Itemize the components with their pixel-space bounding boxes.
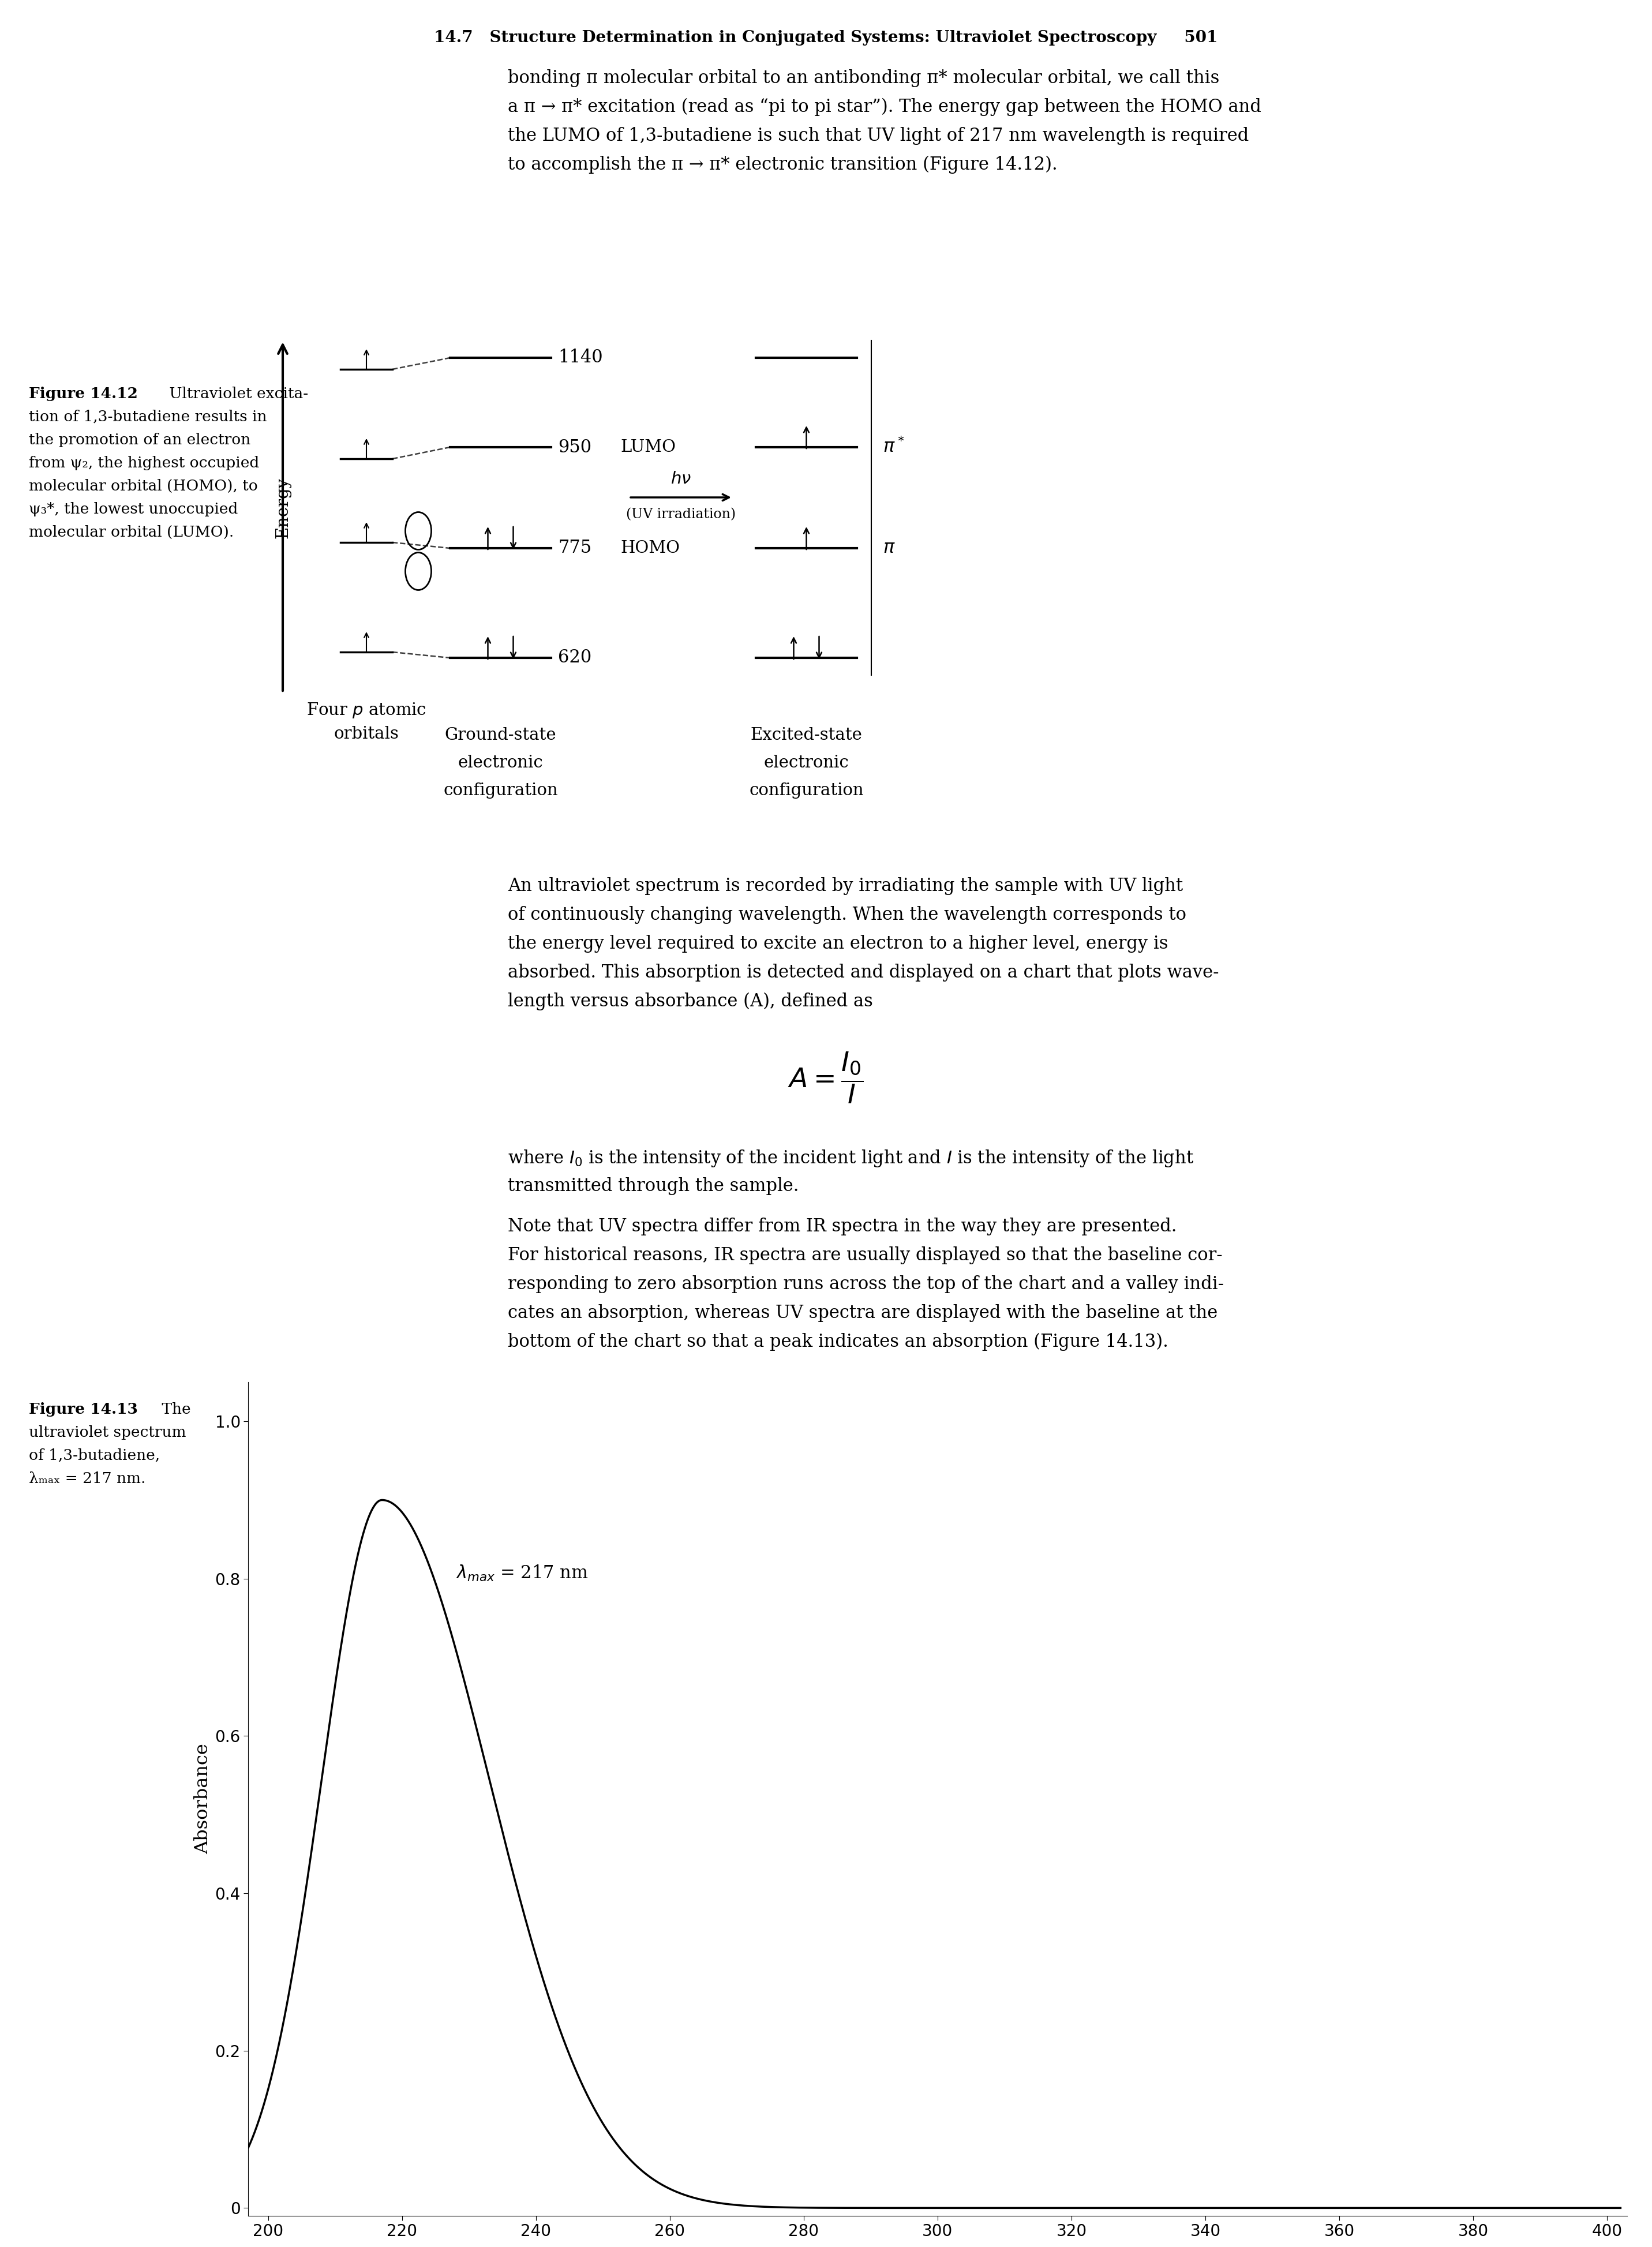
Text: where $I_0$ is the intensity of the incident light and $I$ is the intensity of t: where $I_0$ is the intensity of the inci… [507, 1148, 1194, 1168]
Text: configuration: configuration [443, 782, 558, 798]
Text: transmitted through the sample.: transmitted through the sample. [507, 1177, 800, 1195]
Text: the energy level required to excite an electron to a higher level, energy is: the energy level required to excite an e… [507, 935, 1168, 953]
Text: Figure 14.12: Figure 14.12 [28, 386, 137, 400]
Text: The: The [157, 1402, 190, 1416]
Text: length versus absorbance (A), defined as: length versus absorbance (A), defined as [507, 993, 872, 1011]
Text: the promotion of an electron: the promotion of an electron [28, 434, 251, 447]
Text: 620: 620 [558, 649, 591, 667]
Text: ultraviolet spectrum: ultraviolet spectrum [28, 1425, 187, 1440]
Text: responding to zero absorption runs across the top of the chart and a valley indi: responding to zero absorption runs acros… [507, 1276, 1224, 1294]
Text: (UV irradiation): (UV irradiation) [626, 508, 735, 521]
Text: Energy: Energy [274, 476, 291, 539]
Text: $A = \dfrac{I_0}{I}$: $A = \dfrac{I_0}{I}$ [788, 1049, 864, 1106]
Text: electronic: electronic [763, 755, 849, 771]
Text: of continuously changing wavelength. When the wavelength corresponds to: of continuously changing wavelength. Whe… [507, 906, 1186, 924]
Text: $\lambda_{max}$ = 217 nm: $\lambda_{max}$ = 217 nm [456, 1564, 588, 1582]
Text: HOMO: HOMO [620, 539, 679, 557]
Text: electronic: electronic [458, 755, 544, 771]
Text: a π → π* excitation (read as “pi to pi star”). The energy gap between the HOMO a: a π → π* excitation (read as “pi to pi s… [507, 99, 1260, 117]
Ellipse shape [405, 553, 431, 591]
Text: An ultraviolet spectrum is recorded by irradiating the sample with UV light: An ultraviolet spectrum is recorded by i… [507, 876, 1183, 894]
Text: LUMO: LUMO [620, 438, 676, 456]
Y-axis label: Absorbance: Absorbance [193, 1744, 211, 1854]
Text: from ψ₂, the highest occupied: from ψ₂, the highest occupied [28, 456, 259, 470]
Text: cates an absorption, whereas UV spectra are displayed with the baseline at the: cates an absorption, whereas UV spectra … [507, 1303, 1218, 1321]
Text: For historical reasons, IR spectra are usually displayed so that the baseline co: For historical reasons, IR spectra are u… [507, 1247, 1222, 1265]
Text: to accomplish the π → π* electronic transition (Figure 14.12).: to accomplish the π → π* electronic tran… [507, 155, 1057, 173]
Text: 950: 950 [558, 438, 591, 456]
Text: Four $p$ atomic: Four $p$ atomic [306, 701, 426, 719]
Text: molecular orbital (LUMO).: molecular orbital (LUMO). [28, 526, 235, 539]
Text: Ultraviolet excita-: Ultraviolet excita- [165, 386, 309, 400]
Ellipse shape [405, 512, 431, 551]
Text: Note that UV spectra differ from IR spectra in the way they are presented.: Note that UV spectra differ from IR spec… [507, 1218, 1176, 1236]
Text: Figure 14.13: Figure 14.13 [28, 1402, 137, 1416]
Text: bonding π molecular orbital to an antibonding π* molecular orbital, we call this: bonding π molecular orbital to an antibo… [507, 70, 1219, 88]
Text: 1140: 1140 [558, 348, 603, 366]
Text: ψ₃*, the lowest unoccupied: ψ₃*, the lowest unoccupied [28, 501, 238, 517]
Text: Ground-state: Ground-state [444, 728, 557, 744]
Text: orbitals: orbitals [334, 726, 400, 742]
Text: 14.7   Structure Determination in Conjugated Systems: Ultraviolet Spectroscopy  : 14.7 Structure Determination in Conjugat… [434, 29, 1218, 45]
Text: bottom of the chart so that a peak indicates an absorption (Figure 14.13).: bottom of the chart so that a peak indic… [507, 1332, 1168, 1350]
Text: absorbed. This absorption is detected and displayed on a chart that plots wave-: absorbed. This absorption is detected an… [507, 964, 1219, 982]
Text: configuration: configuration [748, 782, 864, 798]
Text: the LUMO of 1,3-butadiene is such that UV light of 217 nm wavelength is required: the LUMO of 1,3-butadiene is such that U… [507, 126, 1249, 144]
Text: Excited-state: Excited-state [750, 728, 862, 744]
Text: λₘₐₓ = 217 nm.: λₘₐₓ = 217 nm. [28, 1472, 145, 1485]
Text: molecular orbital (HOMO), to: molecular orbital (HOMO), to [28, 479, 258, 494]
Text: tion of 1,3-butadiene results in: tion of 1,3-butadiene results in [28, 409, 268, 425]
Text: $\pi$: $\pi$ [882, 539, 895, 557]
Text: $h\nu$: $h\nu$ [671, 472, 691, 488]
Text: 775: 775 [558, 539, 591, 557]
Text: $\pi^*$: $\pi^*$ [882, 438, 905, 456]
Text: of 1,3-butadiene,: of 1,3-butadiene, [28, 1449, 160, 1463]
